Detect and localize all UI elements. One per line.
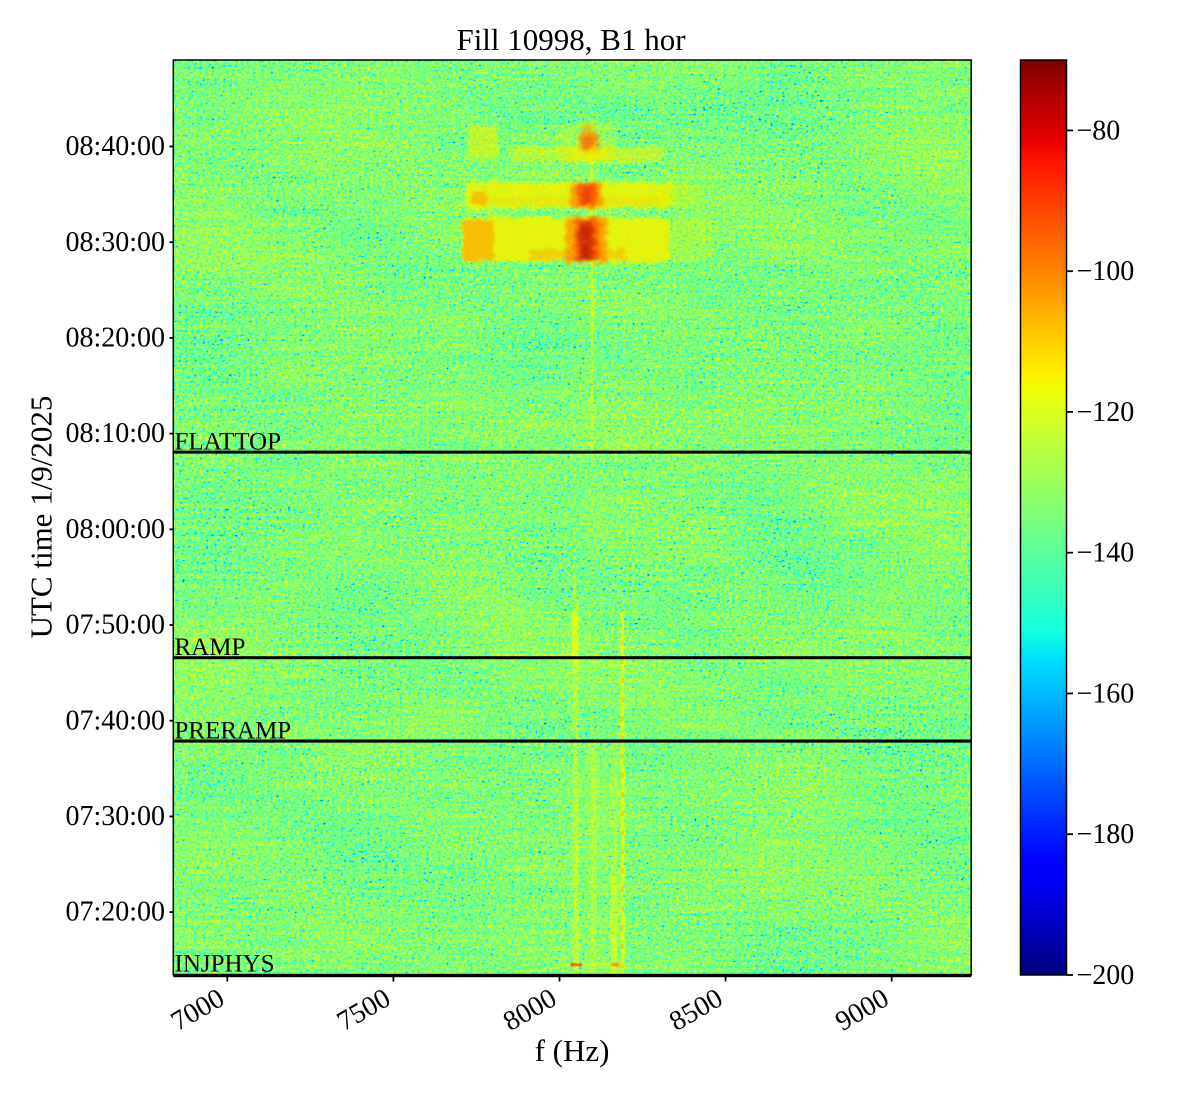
svg-text:−140: −140 [1077,538,1135,569]
svg-text:07:50:00: 07:50:00 [65,610,165,641]
svg-text:UTC time 1/9/2025: UTC time 1/9/2025 [24,396,59,639]
svg-text:−100: −100 [1077,256,1135,287]
svg-text:PRERAMP: PRERAMP [175,717,292,744]
svg-text:07:30:00: 07:30:00 [65,801,165,832]
svg-text:FLATTOP: FLATTOP [175,429,282,456]
svg-text:−120: −120 [1077,397,1135,428]
svg-text:07:40:00: 07:40:00 [65,705,165,736]
svg-text:08:10:00: 08:10:00 [65,418,165,449]
svg-text:08:00:00: 08:00:00 [65,514,165,545]
svg-text:08:40:00: 08:40:00 [65,131,165,162]
svg-text:Fill 10998, B1 hor: Fill 10998, B1 hor [456,22,686,57]
svg-text:08:30:00: 08:30:00 [65,227,165,258]
svg-text:−80: −80 [1077,115,1121,146]
svg-text:INJPHYS: INJPHYS [175,951,275,978]
svg-text:−160: −160 [1077,679,1135,710]
svg-text:08:20:00: 08:20:00 [65,323,165,354]
svg-text:−200: −200 [1077,960,1135,991]
svg-text:07:20:00: 07:20:00 [65,897,165,928]
svg-text:RAMP: RAMP [175,634,246,661]
svg-text:f (Hz): f (Hz) [535,1033,610,1068]
svg-text:−180: −180 [1077,819,1135,850]
